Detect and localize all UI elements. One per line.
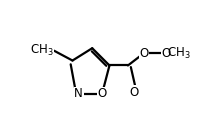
Text: O: O	[129, 86, 139, 99]
Text: O: O	[139, 47, 149, 60]
Text: O: O	[97, 87, 107, 100]
Text: CH$_3$: CH$_3$	[30, 43, 54, 58]
Text: N: N	[74, 87, 83, 100]
Text: CH$_3$: CH$_3$	[167, 46, 190, 61]
Text: O: O	[161, 47, 171, 60]
